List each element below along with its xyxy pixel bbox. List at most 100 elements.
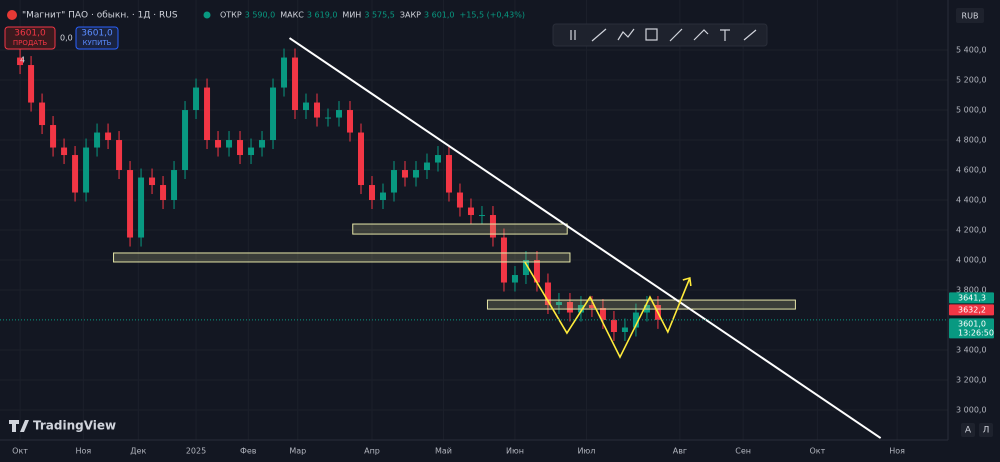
candle-body — [599, 308, 606, 321]
price-badge-label: 3641,3 — [958, 293, 986, 302]
candle-body — [204, 87, 211, 141]
zone — [113, 252, 571, 263]
y-tick-label: 4 800,0 — [956, 136, 987, 145]
countdown: 13:26:50 — [958, 328, 994, 337]
x-tick-label: Июл — [578, 447, 596, 456]
x-tick-label: Окт — [12, 447, 28, 456]
x-tick-label: Май — [435, 447, 452, 456]
candle-body — [314, 102, 321, 118]
candle-body — [292, 57, 299, 111]
candle-body — [467, 207, 474, 216]
candle-body — [303, 102, 310, 111]
tool-rect[interactable] — [645, 28, 658, 41]
logo-block: TradingView — [9, 419, 116, 433]
candle-body — [215, 140, 222, 148]
candle-body — [50, 125, 57, 148]
sell-label[interactable]: ПРОДАТЬ — [13, 39, 48, 47]
x-tick-label: 2025 — [186, 447, 206, 456]
plot — [0, 37, 948, 439]
ohlc-label: ЗАКР — [400, 11, 421, 20]
candle-body — [325, 117, 332, 119]
candle-body — [226, 140, 233, 148]
auto-box[interactable] — [961, 423, 975, 437]
x-tick-label: Окт — [810, 447, 826, 456]
ohlc-value: 3 619,0 — [307, 11, 338, 20]
ohlc-value: 3 575,5 — [364, 11, 395, 20]
price-axis — [948, 0, 1000, 462]
buy-box[interactable] — [75, 26, 119, 50]
price-badge-label: 3601,0 — [958, 319, 986, 328]
candle-body — [390, 170, 397, 193]
tool-pen[interactable] — [693, 29, 709, 41]
auto-button[interactable]: A — [965, 426, 972, 436]
log-box[interactable] — [979, 423, 993, 437]
sell-price[interactable]: 3601,0 — [14, 29, 46, 39]
candle-body — [544, 282, 551, 306]
buy-price[interactable]: 3601,0 — [81, 29, 113, 39]
buy-label[interactable]: КУПИТЬ — [83, 39, 112, 47]
buy-button[interactable]: 3601,0 КУПИТЬ — [75, 26, 119, 50]
tool-more[interactable] — [743, 29, 757, 41]
arrow-head — [682, 276, 692, 287]
price-badge-label: 3632,2 — [958, 305, 986, 314]
x-tick-label: Ноя — [75, 447, 91, 456]
currency-box[interactable] — [956, 8, 984, 23]
candle-body — [632, 312, 639, 328]
candle-body — [39, 102, 46, 126]
tool-text[interactable] — [720, 29, 730, 41]
y-tick-label: 3 400,0 — [956, 346, 987, 355]
candle-body — [610, 320, 617, 333]
candle-body — [511, 275, 518, 283]
trendline — [288, 37, 882, 439]
candle-body — [368, 185, 375, 201]
candle-body — [357, 132, 364, 186]
x-tick-label: Дек — [130, 447, 146, 456]
x-tick-label: Июн — [506, 447, 524, 456]
candle-body — [445, 155, 452, 193]
currency[interactable]: RUB — [962, 12, 979, 21]
logo-text: TradingView — [33, 419, 116, 433]
candle-body — [522, 260, 529, 276]
candle-body — [237, 140, 244, 156]
candle-body — [336, 110, 343, 118]
y-tick-label: 4 200,0 — [956, 226, 987, 235]
ohlc-value: 3 601,0 — [424, 11, 455, 20]
candle-body — [61, 147, 68, 156]
candle-body — [105, 132, 112, 141]
candle-body — [423, 162, 430, 171]
candle-body — [193, 87, 200, 111]
x-tick-label: Авг — [673, 447, 687, 456]
candle-body — [160, 185, 167, 201]
x-tick-label: Ноя — [889, 447, 905, 456]
zone — [486, 299, 796, 310]
candle-body — [259, 140, 266, 148]
tool-brush[interactable] — [669, 28, 683, 42]
candle-body — [478, 215, 485, 217]
candle-body — [434, 155, 441, 163]
candle-body — [533, 260, 540, 283]
y-tick-label: 3 800,0 — [956, 286, 987, 295]
candle-body — [621, 327, 628, 333]
ohlc-label: МАКС — [280, 11, 304, 20]
y-tick-label: 4 600,0 — [956, 166, 987, 175]
candle-body — [28, 65, 35, 103]
tool-handle[interactable] — [570, 30, 576, 40]
log-button[interactable]: Л — [983, 426, 990, 436]
candle-body — [281, 57, 288, 88]
y-tick-label: 5 200,0 — [956, 76, 987, 85]
y-tick-label: 5 400,0 — [956, 46, 987, 55]
candle-body — [94, 132, 101, 148]
sell-button[interactable]: 3601,0 ПРОДАТЬ — [4, 26, 56, 50]
zigzag — [524, 261, 691, 359]
ohlc-value: 3 590,0 — [245, 11, 276, 20]
sell-box[interactable] — [4, 26, 56, 50]
symbol: "Магнит" ПАО · обыкн. · 1Д · RUS — [22, 11, 178, 21]
collapse-toggle[interactable]: 4 — [20, 56, 25, 65]
tool-line[interactable] — [591, 28, 607, 42]
candle-body — [270, 87, 277, 141]
x-tick-label: Апр — [364, 447, 380, 456]
ohlc: ОТКР 3 590,0 МАКС 3 619,0 МИН 3 575,5 ЗАКР 3 60… — [220, 11, 525, 20]
tool-path[interactable] — [617, 28, 635, 41]
candle-body — [72, 155, 79, 193]
